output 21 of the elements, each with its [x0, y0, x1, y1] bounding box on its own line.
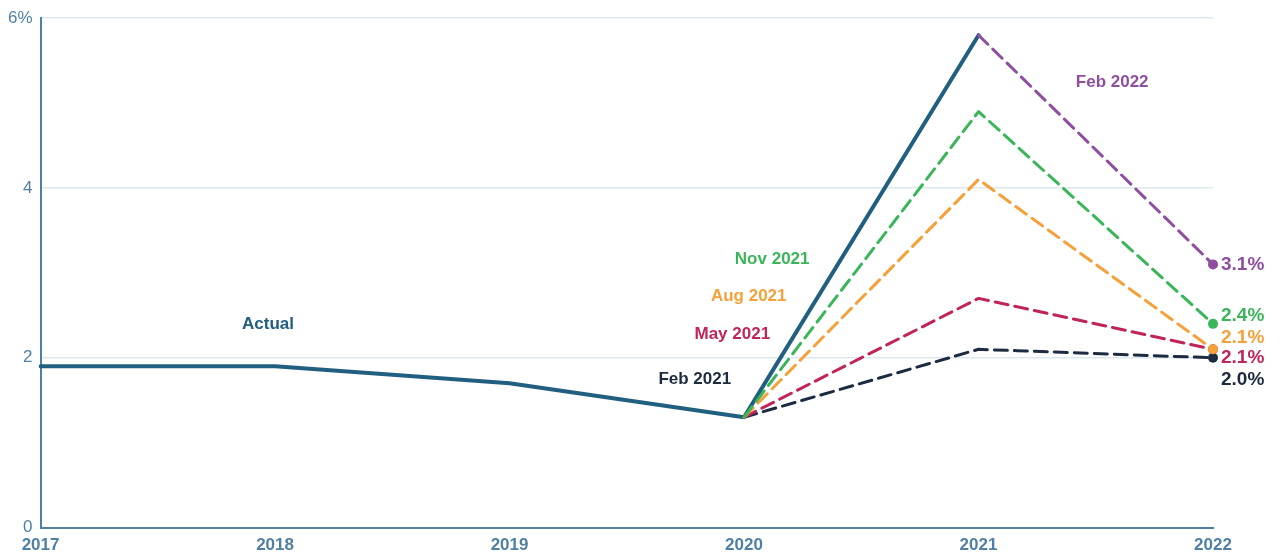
text: May 2021: [694, 323, 771, 343]
x-tick-label: 2021: [959, 535, 998, 555]
y-tick-label: 2: [23, 347, 33, 367]
y-tick-label: 4: [23, 177, 33, 197]
y-tick-label: 0: [23, 517, 33, 537]
text: Nov 2021: [734, 249, 810, 268]
data-label: 2.0%: [1221, 368, 1265, 390]
y-tick-label: 6%: [7, 7, 33, 27]
series-label: Actual: [242, 314, 295, 334]
series-label: Feb 2021: [658, 368, 732, 388]
data-label: 2.1%: [1221, 345, 1265, 367]
x-tick-label: 2019: [490, 535, 529, 555]
x-tick-label: 2022: [1194, 535, 1232, 555]
x-tick-label: 2017: [21, 535, 60, 555]
x-tick-label: 2020: [725, 535, 763, 555]
x-tick-label: 2018: [256, 535, 294, 555]
text: Aug 2021: [710, 286, 787, 306]
data-label: 2.1%: [1221, 325, 1265, 347]
data-label: 2.4%: [1221, 304, 1265, 326]
data-label: 3.1%: [1221, 252, 1265, 274]
series-label: Feb 2022: [1075, 72, 1149, 92]
